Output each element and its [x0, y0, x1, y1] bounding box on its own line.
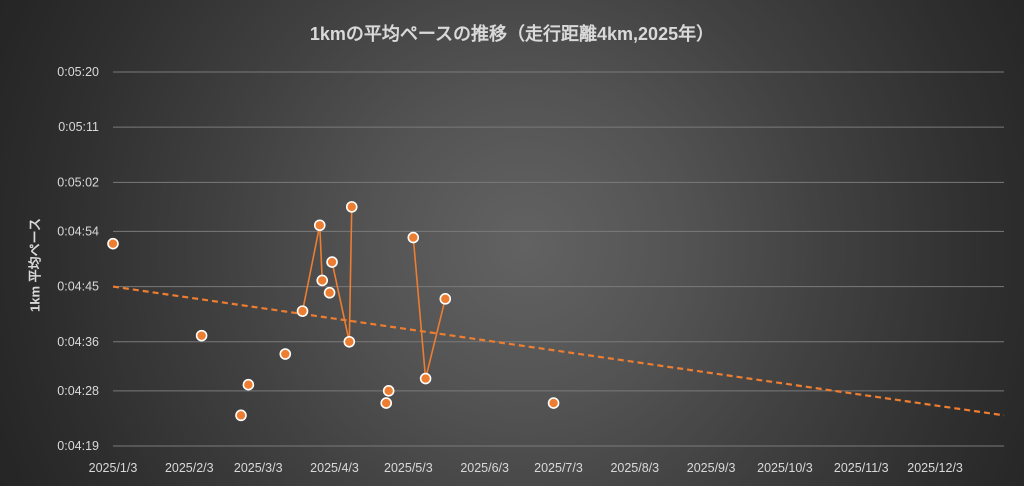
data-point — [407, 231, 420, 244]
data-point — [326, 256, 338, 268]
data-point — [382, 385, 395, 397]
y-tick-label: 0:05:02 — [57, 175, 99, 189]
x-tick-label: 2025/4/3 — [310, 461, 359, 475]
y-tick-label: 0:05:11 — [58, 120, 99, 134]
data-point — [235, 409, 247, 422]
data-point — [380, 397, 393, 409]
x-tick-label: 2025/1/3 — [89, 461, 138, 475]
y-tick-label: 0:04:28 — [57, 384, 99, 398]
series-segment — [424, 298, 447, 379]
x-tick-label: 2025/8/3 — [610, 461, 659, 475]
data-point — [419, 372, 432, 385]
x-tick-label: 2025/6/3 — [460, 461, 509, 475]
x-tick-label: 2025/7/3 — [534, 461, 583, 475]
series-segment — [301, 225, 321, 312]
data-point — [296, 305, 309, 317]
x-tick-label: 2025/9/3 — [687, 461, 736, 475]
y-tick-label: 0:04:36 — [57, 335, 99, 349]
series-segment — [318, 225, 324, 281]
x-tick-label: 2025/11/3 — [834, 461, 889, 475]
series-segment — [331, 261, 351, 342]
chart-title: 1kmの平均ペースの推移（走行距離4km,2025年） — [309, 24, 715, 44]
y-tick-label: 0:04:54 — [57, 224, 99, 238]
data-point — [345, 201, 358, 213]
x-tick-label: 2025/12/3 — [907, 461, 963, 475]
data-point — [195, 329, 208, 342]
trendline — [112, 285, 1005, 417]
series-segment — [348, 206, 353, 342]
data-point — [316, 274, 329, 287]
data-point — [313, 219, 326, 232]
data-point — [279, 348, 292, 360]
data-point — [343, 335, 356, 348]
data-point — [439, 293, 452, 305]
x-tick-label: 2025/2/3 — [165, 461, 214, 475]
x-tick-label: 2025/3/3 — [234, 461, 283, 475]
y-tick-label: 0:05:20 — [57, 65, 99, 79]
data-point — [107, 237, 119, 250]
data-point — [323, 286, 336, 299]
data-point — [242, 378, 255, 391]
x-tick-label: 2025/5/3 — [384, 461, 433, 475]
data-point — [547, 397, 560, 409]
series-segment — [412, 237, 427, 379]
x-tick-label: 2025/10/3 — [757, 461, 813, 475]
y-tick-label: 0:04:19 — [57, 439, 99, 453]
y-tick-label: 0:04:45 — [57, 280, 99, 294]
